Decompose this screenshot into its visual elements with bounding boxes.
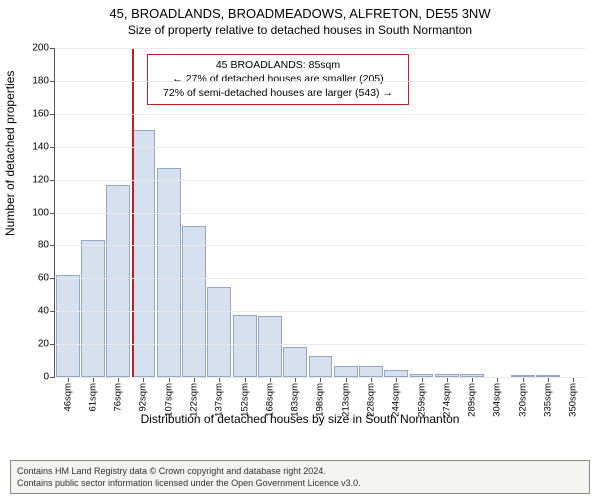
y-gridline bbox=[55, 278, 586, 279]
histogram-bar bbox=[359, 366, 383, 378]
chart-title-block: 45, BROADLANDS, BROADMEADOWS, ALFRETON, … bbox=[0, 0, 600, 37]
info-box-line: 45 BROADLANDS: 85sqm bbox=[156, 58, 400, 72]
y-tick-mark bbox=[50, 311, 55, 312]
y-axis-label: Number of detached properties bbox=[3, 71, 17, 236]
y-gridline bbox=[55, 48, 586, 49]
y-tick-label: 20 bbox=[38, 339, 49, 350]
y-tick-label: 100 bbox=[32, 207, 49, 218]
y-gridline bbox=[55, 81, 586, 82]
histogram-bar bbox=[207, 287, 231, 377]
y-tick-label: 80 bbox=[38, 240, 49, 251]
histogram-bar bbox=[309, 356, 333, 377]
x-tick-label: 61sqm bbox=[87, 383, 98, 412]
y-tick-label: 140 bbox=[32, 141, 49, 152]
y-tick-mark bbox=[50, 48, 55, 49]
y-tick-mark bbox=[50, 147, 55, 148]
histogram-bar bbox=[157, 168, 181, 377]
y-tick-label: 200 bbox=[32, 43, 49, 54]
y-tick-mark bbox=[50, 114, 55, 115]
y-gridline bbox=[55, 245, 586, 246]
y-tick-mark bbox=[50, 344, 55, 345]
histogram-bar bbox=[56, 275, 80, 377]
y-tick-mark bbox=[50, 278, 55, 279]
y-tick-label: 40 bbox=[38, 306, 49, 317]
histogram-bar bbox=[182, 226, 206, 377]
histogram-bar bbox=[233, 315, 257, 378]
y-tick-mark bbox=[50, 213, 55, 214]
y-tick-mark bbox=[50, 377, 55, 378]
footer-line2: Contains public sector information licen… bbox=[17, 477, 583, 489]
info-box-line: 72% of semi-detached houses are larger (… bbox=[156, 86, 400, 100]
y-gridline bbox=[55, 147, 586, 148]
info-box: 45 BROADLANDS: 85sqm← 27% of detached ho… bbox=[147, 54, 409, 105]
y-tick-mark bbox=[50, 180, 55, 181]
y-gridline bbox=[55, 114, 586, 115]
histogram-bar bbox=[384, 370, 408, 377]
title-line1: 45, BROADLANDS, BROADMEADOWS, ALFRETON, … bbox=[0, 6, 600, 21]
histogram-bar bbox=[283, 347, 307, 377]
chart-container: Number of detached properties 46sqm61sqm… bbox=[0, 42, 600, 430]
x-tick-label: 92sqm bbox=[138, 383, 149, 412]
y-gridline bbox=[55, 180, 586, 181]
info-box-line: ← 27% of detached houses are smaller (20… bbox=[156, 72, 400, 86]
histogram-bar bbox=[132, 130, 156, 377]
y-tick-mark bbox=[50, 245, 55, 246]
y-tick-label: 0 bbox=[43, 372, 49, 383]
y-gridline bbox=[55, 377, 586, 378]
plot-area: 46sqm61sqm76sqm92sqm107sqm122sqm137sqm15… bbox=[54, 48, 586, 378]
histogram-bar bbox=[258, 316, 282, 377]
x-tick-label: 46sqm bbox=[62, 383, 73, 412]
y-tick-label: 160 bbox=[32, 108, 49, 119]
title-line2: Size of property relative to detached ho… bbox=[0, 23, 600, 37]
y-gridline bbox=[55, 344, 586, 345]
x-axis-label: Distribution of detached houses by size … bbox=[0, 412, 600, 426]
histogram-bar bbox=[81, 240, 105, 377]
attribution-footer: Contains HM Land Registry data © Crown c… bbox=[10, 460, 590, 494]
y-tick-mark bbox=[50, 81, 55, 82]
histogram-bar bbox=[334, 366, 358, 378]
x-tick-label: 76sqm bbox=[113, 383, 124, 412]
y-tick-label: 60 bbox=[38, 273, 49, 284]
footer-line1: Contains HM Land Registry data © Crown c… bbox=[17, 465, 583, 477]
y-tick-label: 120 bbox=[32, 174, 49, 185]
y-gridline bbox=[55, 311, 586, 312]
y-tick-label: 180 bbox=[32, 75, 49, 86]
y-gridline bbox=[55, 213, 586, 214]
